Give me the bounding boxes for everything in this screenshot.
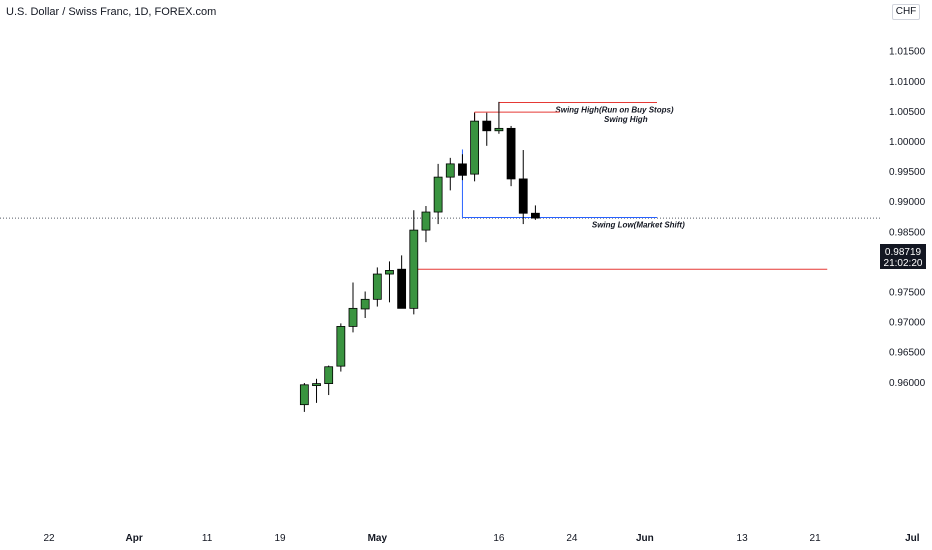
price-tick-label: 0.99000 — [889, 197, 926, 208]
annotation-label: Swing High — [604, 115, 648, 124]
candle-body-up — [433, 176, 443, 213]
last-price-value: 0.98719 — [885, 247, 922, 258]
candle-body-down — [482, 120, 492, 132]
candle[interactable] — [312, 378, 321, 403]
time-axis[interactable]: 22 Apr 11 19 May 16 24 Jun 13 21 Jul — [43, 533, 919, 544]
time-tick-label: 11 — [202, 533, 213, 544]
candle-body-up — [385, 270, 394, 275]
candle-body-up — [348, 307, 358, 327]
candle-body-up — [445, 163, 455, 178]
candle[interactable] — [433, 163, 443, 225]
candle-body-up — [312, 383, 321, 387]
candle[interactable] — [518, 150, 528, 225]
price-tick-label: 1.01000 — [889, 77, 926, 88]
time-tick-label: May — [368, 533, 388, 544]
candle[interactable] — [299, 383, 309, 412]
candle[interactable] — [348, 282, 358, 333]
price-tick-label: 1.01500 — [889, 47, 926, 58]
candle[interactable] — [531, 205, 540, 220]
time-tick-label: 19 — [274, 533, 286, 544]
candle[interactable] — [324, 365, 334, 396]
candle[interactable] — [360, 291, 370, 318]
price-tick-label: 0.99500 — [889, 167, 926, 178]
candle-body-up — [360, 298, 370, 310]
price-axis[interactable]: 0.960000.965000.970000.975000.980000.985… — [889, 47, 926, 389]
time-tick-label: Jun — [636, 533, 654, 544]
time-tick-label: Jul — [905, 533, 920, 544]
candle-body-down — [458, 163, 467, 176]
candle-body-up — [336, 326, 346, 367]
candle-body-down — [506, 127, 516, 180]
price-tick-label: 1.00500 — [889, 107, 926, 118]
time-tick-label: 16 — [493, 533, 505, 544]
candle[interactable] — [494, 101, 504, 134]
candle[interactable] — [336, 323, 346, 372]
candle[interactable] — [372, 267, 382, 307]
annotation-label: Swing High(Run on Buy Stops) — [555, 105, 674, 114]
candle-body-up — [470, 120, 480, 175]
candle-body-down — [531, 212, 540, 219]
candle-body-up — [372, 273, 382, 300]
time-tick-label: Apr — [126, 533, 143, 544]
candle-body-up — [409, 229, 419, 309]
time-tick-label: 22 — [43, 533, 55, 544]
last-price-label: 0.98719 21:02:20 — [880, 244, 926, 269]
candle-body-up — [421, 211, 431, 231]
candle[interactable] — [482, 112, 492, 146]
candle[interactable] — [385, 261, 394, 303]
currency-badge[interactable]: CHF — [892, 4, 920, 20]
candle[interactable] — [409, 210, 419, 315]
price-tick-label: 0.96500 — [889, 348, 926, 359]
candle-body-up — [494, 127, 504, 132]
price-tick-label: 1.00000 — [889, 137, 926, 148]
candle[interactable] — [470, 112, 480, 182]
candle-body-up — [299, 384, 309, 406]
candles-layer — [299, 101, 540, 412]
time-tick-label: 24 — [566, 533, 578, 544]
candle-body-down — [518, 178, 528, 214]
time-tick-label: 21 — [810, 533, 822, 544]
last-price-label-bg — [880, 244, 926, 269]
price-tick-label: 0.97500 — [889, 288, 926, 299]
candle[interactable] — [397, 255, 407, 309]
candle[interactable] — [458, 154, 467, 181]
candle-body-down — [397, 268, 407, 309]
bar-countdown: 21:02:20 — [884, 258, 923, 269]
time-tick-label: 13 — [737, 533, 749, 544]
annotation-label: Swing Low(Market Shift) — [592, 220, 685, 229]
price-tick-label: 0.97000 — [889, 318, 926, 329]
candle-body-up — [324, 366, 334, 385]
candle[interactable] — [421, 206, 431, 243]
price-tick-label: 0.96000 — [889, 378, 926, 389]
chart-title: U.S. Dollar / Swiss Franc, 1D, FOREX.com — [6, 6, 217, 18]
candle[interactable] — [506, 125, 516, 187]
price-tick-label: 0.98500 — [889, 227, 926, 238]
candle[interactable] — [445, 157, 455, 191]
